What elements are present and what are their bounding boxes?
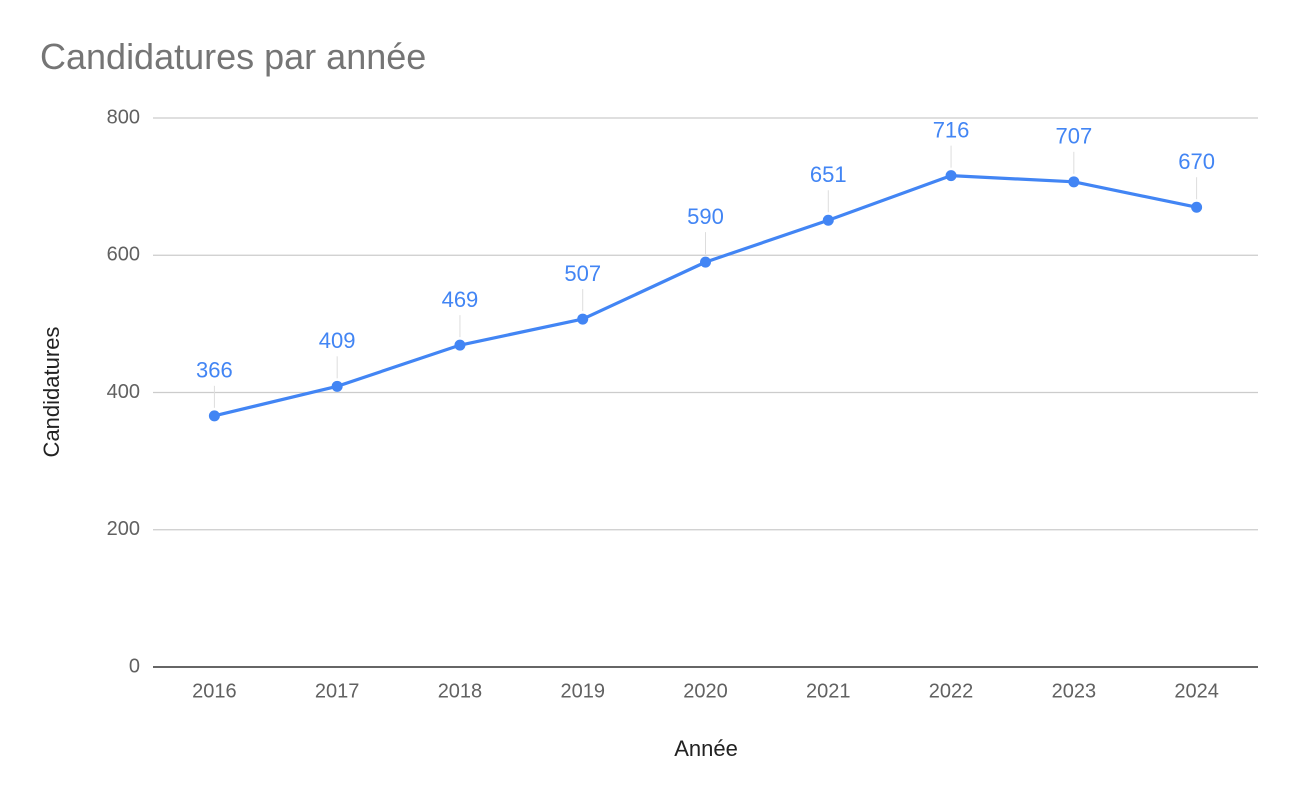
x-tick-label-2018: 2018 [438, 680, 483, 702]
x-axis-label: Année [674, 736, 738, 761]
data-label-2016: 366 [196, 358, 233, 383]
y-tick-label-600: 600 [107, 244, 140, 266]
data-label-2019: 507 [564, 261, 601, 286]
x-tick-label-2021: 2021 [806, 680, 851, 702]
data-label-2020: 590 [687, 204, 724, 229]
data-label-2024: 670 [1178, 149, 1215, 174]
data-point-2019 [577, 313, 589, 325]
data-label-2018: 469 [442, 287, 479, 312]
data-label-2022: 716 [933, 117, 970, 142]
chart-title: Candidatures par année [40, 36, 427, 77]
y-tick-label-800: 800 [107, 106, 140, 128]
y-tick-label-200: 200 [107, 518, 140, 540]
data-point-2017 [331, 380, 343, 392]
data-point-2023 [1068, 176, 1080, 188]
x-tick-label-2016: 2016 [192, 680, 237, 702]
y-tick-label-0: 0 [129, 655, 140, 677]
x-tick-label-2019: 2019 [560, 680, 605, 702]
data-label-2017: 409 [319, 328, 356, 353]
x-tick-label-2024: 2024 [1174, 680, 1219, 702]
data-point-2022 [945, 170, 957, 182]
x-tick-label-2022: 2022 [929, 680, 974, 702]
y-tick-label-400: 400 [107, 381, 140, 403]
data-label-2021: 651 [810, 162, 847, 187]
x-tick-label-2020: 2020 [683, 680, 728, 702]
data-point-2018 [454, 339, 466, 351]
data-point-2020 [700, 256, 711, 268]
data-label-2023: 707 [1055, 124, 1092, 149]
x-tick-label-2017: 2017 [315, 680, 360, 702]
x-tick-label-2023: 2023 [1052, 680, 1097, 702]
y-axis-label: Candidatures [39, 326, 64, 458]
data-point-2024 [1191, 201, 1203, 213]
data-point-2016 [208, 410, 220, 422]
data-point-2021 [822, 214, 834, 226]
